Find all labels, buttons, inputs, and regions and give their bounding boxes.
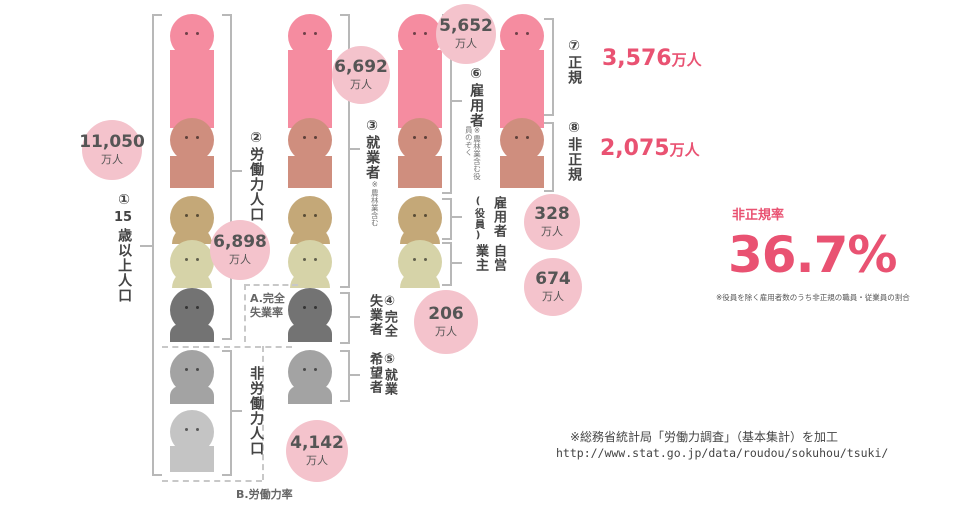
bubble-employee-unit: 万人 <box>455 37 477 51</box>
bubble-self-unit: 万人 <box>542 290 564 304</box>
label-pop15-15: 15 <box>114 210 133 225</box>
label-employee-note: ※農林業含む役員のぞく <box>464 126 482 180</box>
bubble-labor: 6,898 万人 <box>210 220 270 280</box>
bracket-officer <box>442 198 452 240</box>
bracket-pop15 <box>152 14 162 476</box>
bracket-want-job <box>340 350 350 402</box>
label-employee: ⑥雇用者 <box>468 66 485 128</box>
rate-note: ※役員を除く雇用者数のうち非正規の職員・従業員の割合 <box>716 293 910 302</box>
label-officer: 雇用者 <box>490 196 506 238</box>
label-nonregular: ⑧非正規 <box>566 120 583 182</box>
bubble-unemployed-unit: 万人 <box>435 325 457 339</box>
label-officer-sub: (役員) <box>472 196 484 242</box>
rate-value: 36.7% <box>728 226 897 284</box>
label-nonlabor: 非労働力人口 <box>248 366 265 456</box>
label-employed-note: ※農林業含む <box>370 180 380 227</box>
label-rate-b: B.労働力率 <box>236 488 293 501</box>
bubble-unemployed-num: 206 <box>428 304 464 325</box>
bracket-nonlabor <box>222 350 232 476</box>
label-labor-force: ②労働力人口 <box>248 130 265 222</box>
bubble-officer-num: 328 <box>534 204 570 225</box>
nonregular-count-num: 2,075 <box>600 136 670 161</box>
rate-a-box <box>244 284 298 342</box>
bubble-nonlabor-num: 4,142 <box>290 433 344 454</box>
bubble-labor-unit: 万人 <box>229 253 251 267</box>
regular-count-num: 3,576 <box>602 46 672 71</box>
bracket-self-tick <box>452 262 462 264</box>
bubble-employed: 6,692 万人 <box>332 46 390 104</box>
bracket-want-job-tick <box>350 374 360 376</box>
label-pop15: 歳以上人口 <box>116 228 133 303</box>
bracket-employee-tick <box>452 100 462 102</box>
bubble-employed-unit: 万人 <box>350 78 372 92</box>
bubble-pop15-num: 11,050 <box>79 132 145 153</box>
bracket-labor-tick <box>232 170 242 172</box>
nonregular-count: 2,075万人 <box>600 136 700 161</box>
bubble-officer: 328 万人 <box>524 194 580 250</box>
bracket-pop15-tick <box>140 245 152 247</box>
bracket-nonlabor-tick <box>232 410 242 412</box>
label-regular: ⑦正規 <box>566 38 583 85</box>
bubble-pop15: 11,050 万人 <box>79 120 145 180</box>
bubble-pop15-unit: 万人 <box>101 153 123 167</box>
bubble-self: 674 万人 <box>524 258 582 316</box>
label-self: 自営 <box>490 244 506 272</box>
label-pop15-num: ① <box>116 192 133 209</box>
label-rate-a2: 失業率 <box>250 306 283 319</box>
bubble-employee: 5,652 万人 <box>436 4 496 64</box>
label-self-sub: 業主 <box>472 244 488 272</box>
bubble-self-num: 674 <box>535 269 571 290</box>
label-want-job: ⑤就業希望者 <box>366 352 397 396</box>
rate-b-box-left <box>262 346 264 480</box>
bracket-employed <box>340 14 350 288</box>
bracket-unemployed <box>340 292 350 344</box>
bracket-labor <box>222 14 232 340</box>
source-line2[interactable]: http://www.stat.go.jp/data/roudou/sokuho… <box>556 446 889 460</box>
bubble-employee-num: 5,652 <box>439 16 493 37</box>
bubble-officer-unit: 万人 <box>541 225 563 239</box>
nonregular-count-unit: 万人 <box>669 141 700 159</box>
bracket-unemployed-tick <box>350 316 360 318</box>
label-employed: ③就業者 <box>364 118 381 180</box>
bubble-nonlabor-unit: 万人 <box>306 454 328 468</box>
bracket-nonregular <box>544 122 554 192</box>
bubble-labor-num: 6,898 <box>213 232 267 253</box>
bracket-employed-tick <box>350 148 360 150</box>
regular-count-unit: 万人 <box>671 51 702 69</box>
regular-count: 3,576万人 <box>602 46 702 71</box>
bracket-regular <box>544 18 554 116</box>
label-rate-a: A.完全 <box>250 292 285 305</box>
label-unemployed: ④完全失業者 <box>366 294 397 338</box>
bracket-officer-tick <box>452 216 462 218</box>
bubble-employed-num: 6,692 <box>334 57 388 78</box>
rate-b-box <box>162 346 292 482</box>
bubble-unemployed: 206 万人 <box>414 290 478 354</box>
rate-b-bottom <box>162 480 262 482</box>
bracket-self <box>442 242 452 286</box>
bubble-nonlabor: 4,142 万人 <box>286 420 348 482</box>
rate-title: 非正規率 <box>732 208 785 223</box>
source-line1: ※総務省統計局「労働力調査」（基本集計）を加工 <box>570 430 839 444</box>
